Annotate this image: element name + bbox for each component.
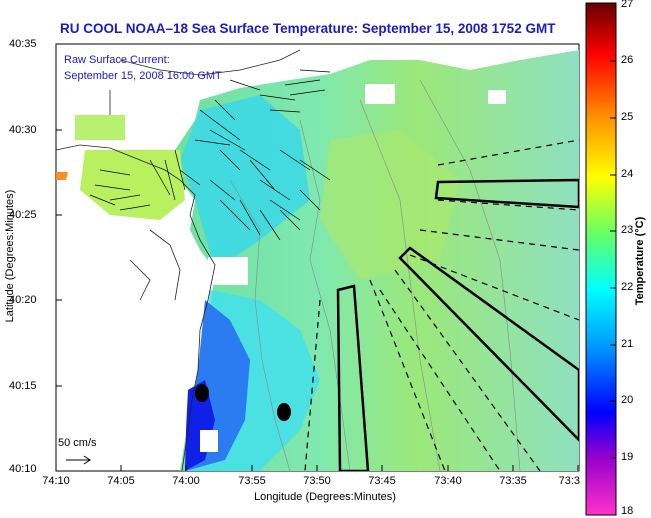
colorbar-tick-label: 19 bbox=[621, 451, 634, 463]
sst-warm-spot bbox=[56, 172, 68, 180]
colorbar-tick-label: 24 bbox=[621, 168, 634, 180]
colorbar-tick-label: 25 bbox=[621, 111, 634, 123]
y-axis-title: Latitude (Degrees:Minutes) bbox=[4, 189, 16, 323]
current-legend-line1: Raw Surface Current: bbox=[64, 54, 170, 66]
station-marker bbox=[195, 384, 209, 402]
current-scale-label: 50 cm/s bbox=[58, 437, 97, 449]
y-tick-label: 40:35 bbox=[9, 38, 37, 50]
sst-bay-patch bbox=[75, 115, 125, 140]
cloud-mask bbox=[200, 430, 218, 452]
cloud-mask bbox=[208, 257, 248, 285]
x-tick-label: 73:40 bbox=[434, 475, 462, 487]
colorbar-tick-label: 27 bbox=[621, 0, 634, 10]
colorbar-ticks bbox=[610, 60, 616, 459]
colorbar-tick-label: 21 bbox=[621, 338, 634, 350]
colorbar-tick-label: 22 bbox=[621, 281, 634, 293]
survey-solid-tracks bbox=[336, 178, 579, 471]
cloud-mask bbox=[488, 90, 506, 104]
colorbar bbox=[585, 2, 617, 516]
station-marker bbox=[277, 403, 291, 421]
y-tick-label: 40:25 bbox=[9, 209, 37, 221]
y-tick-label: 40:10 bbox=[9, 463, 37, 475]
sst-warm-patch bbox=[320, 130, 460, 280]
x-tick-label: 74:10 bbox=[42, 475, 70, 487]
bathymetry-contours bbox=[229, 79, 521, 471]
surface-current-vectors bbox=[89, 69, 331, 241]
chart-title: RU COOL NOAA–18 Sea Surface Temperature:… bbox=[60, 21, 556, 36]
colorbar-tick-label: 23 bbox=[621, 224, 634, 236]
current-legend-line2: September 15, 2008 16:00 GMT bbox=[64, 70, 222, 82]
sst-cool-band bbox=[180, 95, 310, 270]
y-tick-label: 40:20 bbox=[9, 294, 37, 306]
colorbar-tick-label: 18 bbox=[621, 505, 634, 517]
coastline bbox=[56, 49, 301, 471]
cloud-mask bbox=[365, 84, 395, 104]
colorbar-tick-label: 20 bbox=[621, 394, 634, 406]
x-tick-label: 73:35 bbox=[499, 475, 527, 487]
survey-dashed-lines bbox=[304, 139, 579, 471]
x-tick-label: 73:50 bbox=[303, 475, 331, 487]
y-tick-label: 40:15 bbox=[9, 380, 37, 392]
y-tick-label: 40:30 bbox=[9, 124, 37, 136]
axis-ticks bbox=[55, 43, 579, 472]
colorbar-title: Temperature (°C) bbox=[634, 216, 646, 306]
colorbar-tick-label: 26 bbox=[621, 54, 634, 66]
x-tick-label: 73:3 bbox=[558, 475, 580, 487]
x-tick-label: 73:45 bbox=[368, 475, 396, 487]
x-tick-label: 74:00 bbox=[172, 475, 200, 487]
x-axis-title: Longitude (Degrees:Minutes) bbox=[254, 491, 396, 503]
x-tick-label: 74:05 bbox=[107, 475, 135, 487]
scale-arrow-icon bbox=[66, 455, 91, 465]
x-tick-label: 73:55 bbox=[238, 475, 266, 487]
